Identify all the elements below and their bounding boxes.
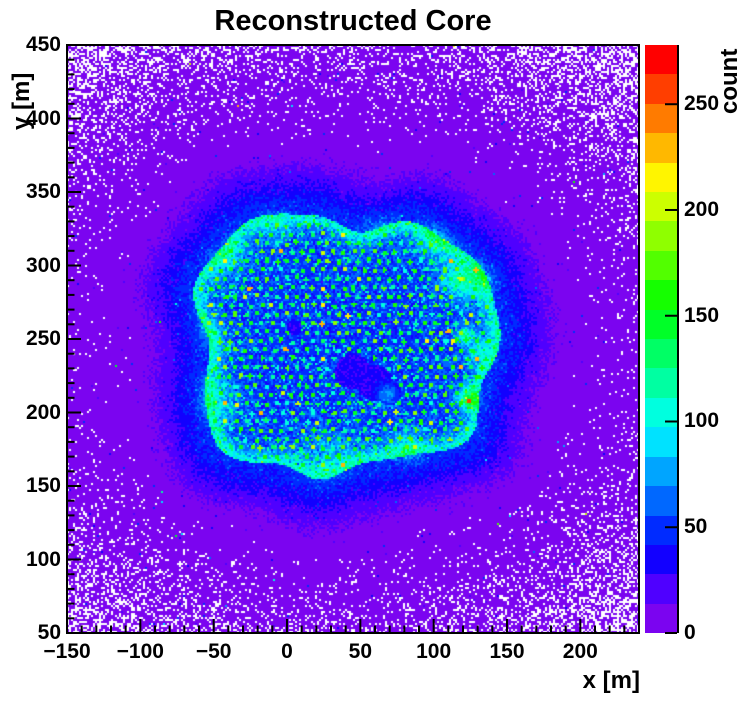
colorbar-band [645,280,678,310]
colorbar-band [645,309,678,340]
y-tick-label: 450 [25,33,61,56]
colorbar-band [645,45,678,75]
colorbar-band [645,74,678,104]
colorbar-band [645,515,678,545]
colorbar-band [645,221,678,251]
colorbar-band [645,162,678,193]
y-tick-label: 50 [37,621,61,644]
colorbar-band [645,456,678,487]
x-tick-label: 50 [348,640,372,663]
colorbar-tick-label: 0 [684,621,696,644]
y-tick-label: 250 [25,327,61,350]
y-tick-label: 200 [25,400,61,424]
colorbar-band [645,486,678,516]
colorbar-tick-label: 150 [684,303,720,327]
heatmap-canvas [67,45,639,633]
x-tick-label: 0 [281,640,293,663]
colorbar-band [645,133,678,163]
colorbar-band [645,339,678,369]
colorbar-band [645,603,678,634]
x-tick-label: −50 [195,640,232,663]
colorbar-tick-label: 200 [684,197,720,221]
plot-title: Reconstructed Core [214,5,492,37]
x-axis-title: x [m] [582,667,640,694]
y-tick-label: 150 [25,474,61,497]
x-tick-label: −150 [43,640,91,663]
colorbar-tick-label: 50 [684,515,708,539]
colorbar-band [645,397,678,428]
colorbar-tick-label: 250 [684,92,720,116]
colorbar [645,45,678,634]
x-tick-label: 100 [416,640,452,663]
colorbar-band [645,250,678,281]
colorbar-band [645,544,678,575]
x-tick-label: −100 [116,640,164,663]
y-tick-label: 100 [25,547,61,571]
x-tick-label: 200 [562,640,598,663]
y-tick-label: 400 [25,106,61,130]
colorbar-band [645,103,678,134]
colorbar-tick-label: 100 [684,409,720,433]
colorbar-band [645,427,678,457]
y-tick-label: 300 [25,253,61,277]
x-tick-label: 150 [489,640,525,663]
colorbar-band [645,368,678,398]
y-tick-label: 350 [25,180,61,203]
colorbar-band [645,192,678,222]
colorbar-band [645,574,678,604]
